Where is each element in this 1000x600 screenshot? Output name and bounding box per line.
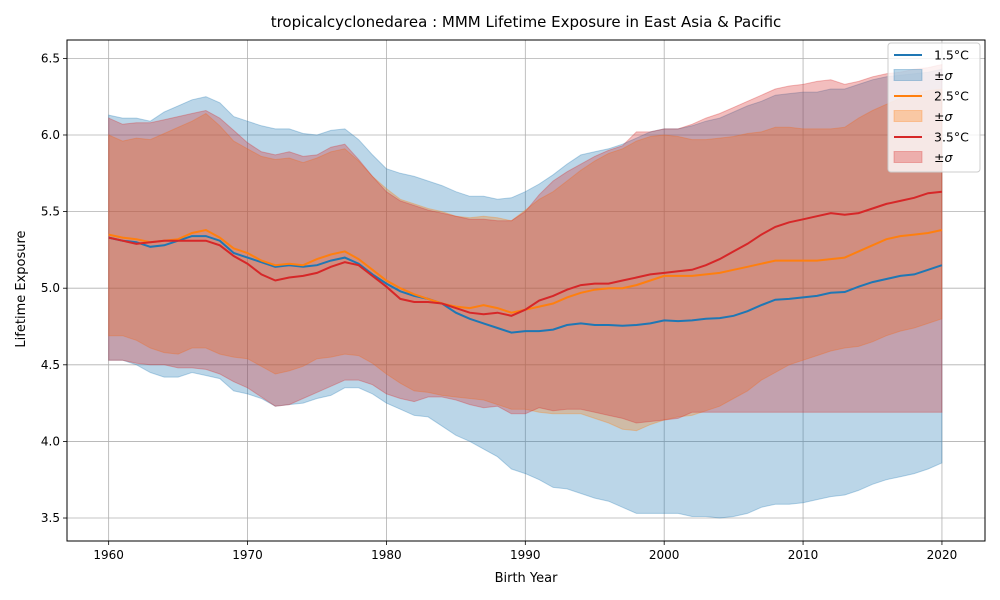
x-tick-label: 1970 <box>232 548 263 562</box>
x-tick-label: 2010 <box>788 548 819 562</box>
legend-label: 1.5°C <box>934 48 969 63</box>
legend-label: 3.5°C <box>934 130 969 145</box>
legend-band-label: ±σ <box>934 109 953 124</box>
line-series-1 <box>108 235 943 334</box>
legend-band-swatch <box>893 110 923 122</box>
legend-band-label: ±σ <box>934 68 953 83</box>
legend: 1.5°C ±σ 2.5°C ±σ 3.5°C ±σ <box>887 42 981 173</box>
x-axis-label: Birth Year <box>495 571 559 586</box>
y-tick-label: 5.0 <box>41 281 60 295</box>
legend-band-swatch <box>893 69 923 81</box>
x-tick-label: 1990 <box>510 548 541 562</box>
legend-label: 2.5°C <box>934 89 969 104</box>
series-lines <box>108 190 943 334</box>
band-series-1 <box>108 68 943 519</box>
x-tick-label: 1980 <box>371 548 402 562</box>
x-tick-label: 1960 <box>93 548 124 562</box>
y-tick-label: 6.0 <box>41 128 60 142</box>
plot-frame <box>66 39 986 542</box>
band-series-2 <box>108 88 943 432</box>
x-axis-ticks: 1960 1970 1980 1990 2000 2010 2020 <box>93 541 957 562</box>
y-axis-label: Lifetime Exposure <box>14 230 29 347</box>
legend-band-swatch <box>893 151 923 163</box>
y-tick-label: 6.5 <box>41 51 60 65</box>
y-tick-label: 4.0 <box>41 434 60 448</box>
y-tick-label: 5.5 <box>41 205 60 219</box>
y-tick-label: 4.5 <box>41 358 60 372</box>
x-tick-label: 2020 <box>927 548 958 562</box>
y-tick-label: 3.5 <box>41 511 60 525</box>
chart-title: tropicalcyclonedarea : MMM Lifetime Expo… <box>271 13 782 31</box>
line-series-3 <box>108 190 943 317</box>
legend-band-label: ±σ <box>934 150 953 165</box>
grid <box>67 40 985 541</box>
x-tick-label: 2000 <box>649 548 680 562</box>
error-bands <box>108 63 943 519</box>
band-series-3 <box>108 63 943 424</box>
y-axis-ticks: 3.5 4.0 4.5 5.0 5.5 6.0 6.5 <box>41 51 67 525</box>
legend-box <box>887 42 981 173</box>
